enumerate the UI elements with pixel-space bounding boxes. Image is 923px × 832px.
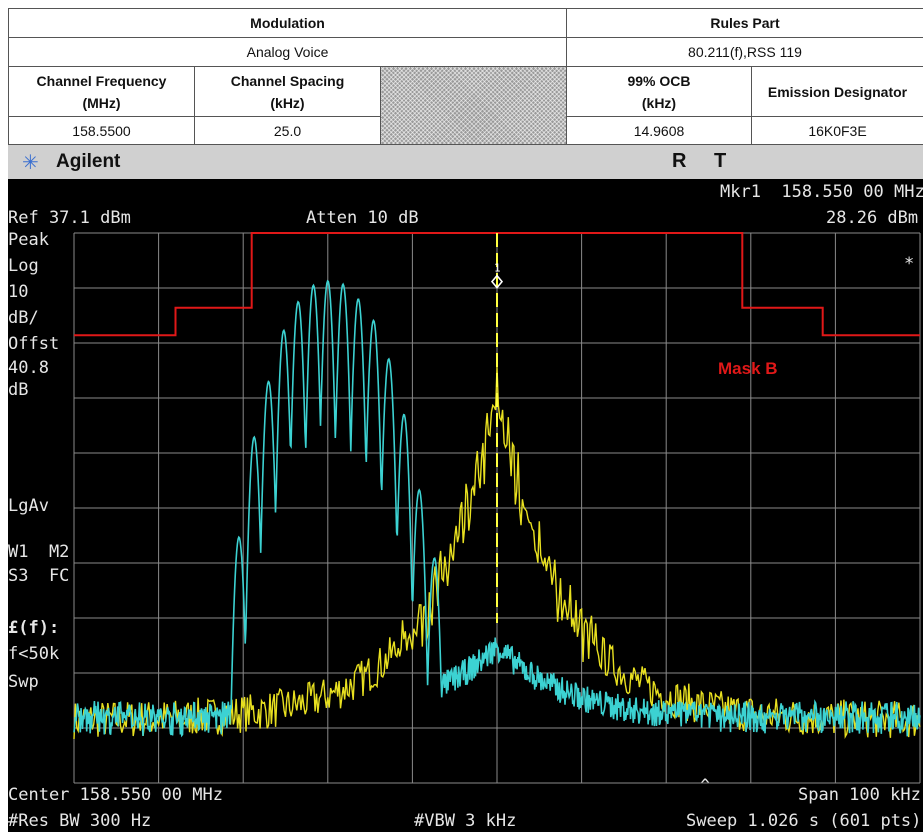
ocb-value: 14.9608 [566, 116, 752, 145]
hatched-cell [380, 66, 567, 145]
r-indicator: R [672, 150, 687, 172]
s3-fc-label: S3 FC [8, 566, 70, 586]
rules-part-header: Rules Part [566, 8, 923, 38]
brand-name: Agilent [56, 151, 121, 172]
side-label-scale: 10 [8, 282, 29, 302]
side-label-offset: Offst [8, 334, 60, 354]
t-indicator: T [714, 150, 727, 172]
analyzer-screen: Mkr1 158.550 00 MHz Ref 37.1 dBm Atten 1… [8, 179, 923, 832]
attenuation: Atten 10 dB [306, 208, 419, 228]
ocb-header: 99% OCB (kHz) [566, 66, 752, 117]
marker-diamond [490, 274, 504, 289]
marker-readout-frequency: Mkr1 158.550 00 MHz [720, 182, 923, 202]
resolution-bandwidth: #Res BW 300 Hz [8, 811, 152, 831]
max-hold-trace-line [73, 279, 921, 738]
caret-indicator: ^ [700, 776, 711, 796]
side-label-log: Log [8, 256, 39, 276]
rules-part-value: 80.211(f),RSS 119 [566, 37, 923, 67]
info-table: Modulation Rules Part Analog Voice 80.21… [8, 8, 923, 145]
marker-readout-level: 28.26 dBm [826, 208, 919, 228]
sweep-mode-label: Swp [8, 672, 39, 692]
side-label-peak: Peak [8, 230, 49, 250]
marker: 1 [490, 233, 504, 623]
side-label-db-per: dB/ [8, 308, 39, 328]
ef-label: £(f): [8, 618, 60, 638]
side-label-offset-unit: dB [8, 380, 29, 400]
mask-label: Mask B [718, 359, 778, 378]
marker-number: 1 [494, 262, 501, 275]
asterisk-indicator: * [904, 254, 915, 274]
w1-m2-label: W1 M2 [8, 542, 70, 562]
side-label-offset-value: 40.8 [8, 358, 49, 378]
channel-spacing-value: 25.0 [194, 116, 381, 145]
modulation-header: Modulation [8, 8, 567, 38]
sweep-time: Sweep 1.026 s (601 pts) [686, 811, 922, 831]
emission-designator-value: 16K0F3E [751, 116, 923, 145]
f-below-50k-label: f<50k [8, 644, 60, 664]
max-hold-trace [73, 279, 921, 738]
modulation-value: Analog Voice [8, 37, 567, 67]
analyzer-title-bar: ✳ Agilent R T [8, 145, 923, 179]
channel-spacing-header: Channel Spacing (kHz) [194, 66, 381, 117]
center-frequency: Center 158.550 00 MHz [8, 785, 223, 805]
video-bandwidth: #VBW 3 kHz [414, 811, 517, 831]
span: Span 100 kHz [798, 785, 921, 805]
reference-level: Ref 37.1 dBm [8, 208, 131, 228]
spectrum-plot: 1 [73, 232, 921, 784]
agilent-spark-icon: ✳ [22, 152, 39, 174]
channel-frequency-header: Channel Frequency (MHz) [8, 66, 195, 117]
emission-designator-header: Emission Designator [751, 66, 923, 117]
channel-frequency-value: 158.5500 [8, 116, 195, 145]
lgav-label: LgAv [8, 496, 49, 516]
